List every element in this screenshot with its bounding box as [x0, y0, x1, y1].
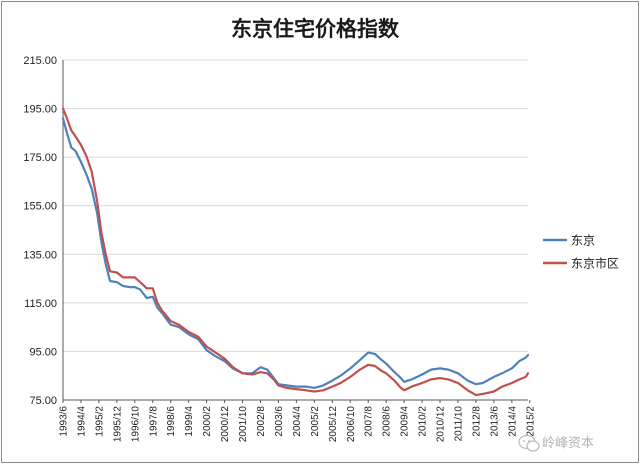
watermark: 岭峰资本 [518, 434, 594, 452]
x-tick-label: 2000/12 [220, 406, 231, 443]
y-tick-label: 135.00 [23, 249, 57, 261]
x-tick-label: 1997/8 [148, 406, 159, 437]
y-tick-label: 215.00 [23, 55, 57, 67]
y-tick-label: 115.00 [24, 298, 57, 310]
y-tick-label: 155.00 [23, 201, 57, 213]
x-tick-label: 2010/2 [418, 406, 429, 437]
x-tick-label: 2014/4 [507, 406, 518, 437]
x-tick-label: 1999/4 [184, 406, 195, 437]
chart-title: 东京住宅价格指数 [231, 17, 400, 41]
x-tick-label: 2013/6 [489, 406, 500, 437]
x-tick-label: 1994/4 [76, 406, 87, 437]
x-axis-tick-labels: 1993/6 1994/4 1995/2 1995/12 1996/10 1997/8 19… [59, 400, 536, 443]
x-tick-label: 2002/8 [256, 406, 267, 437]
y-tick-label: 95.00 [29, 346, 57, 358]
x-tick-label: 1993/6 [59, 406, 70, 437]
series-lines [61, 107, 530, 397]
x-tick-label: 2011/10 [453, 406, 464, 442]
x-tick-label: 2008/6 [382, 406, 393, 437]
series-line-1 [61, 107, 530, 397]
x-tick-label: 1998/6 [166, 406, 177, 437]
x-tick-label: 2010/12 [436, 406, 447, 443]
y-tick-label: 195.00 [23, 104, 57, 116]
wechat-icon [518, 434, 540, 452]
x-tick-label: 1995/12 [112, 406, 123, 443]
x-tick-label: 2003/6 [274, 406, 285, 437]
gridlines [62, 59, 528, 401]
x-tick-label: 2005/12 [328, 406, 339, 443]
y-tick-label: 175.00 [23, 152, 57, 164]
legend-label: 东京 [571, 234, 595, 248]
x-tick-label: 1996/10 [130, 406, 141, 443]
x-tick-label: 2006/10 [346, 406, 357, 443]
x-tick-label: 1995/2 [94, 406, 105, 437]
x-tick-label: 2009/4 [400, 406, 411, 437]
x-tick-label: 2004/4 [292, 406, 303, 437]
y-tick-label: 75.00 [29, 395, 57, 407]
y-axis-tick-labels: 215.00 195.00 175.00 155.00 135.00 115.00 95.0… [23, 55, 57, 407]
x-tick-label: 2005/2 [310, 406, 321, 437]
x-tick-label: 2000/2 [202, 406, 213, 437]
x-tick-label: 2012/8 [471, 406, 482, 437]
watermark-text: 岭峰资本 [542, 436, 594, 451]
x-tick-label: 2007/8 [364, 406, 375, 437]
legend-label: 东京市区 [571, 256, 619, 271]
x-tick-label: 2015/2 [525, 406, 536, 437]
x-tick-label: 2001/10 [238, 406, 249, 443]
